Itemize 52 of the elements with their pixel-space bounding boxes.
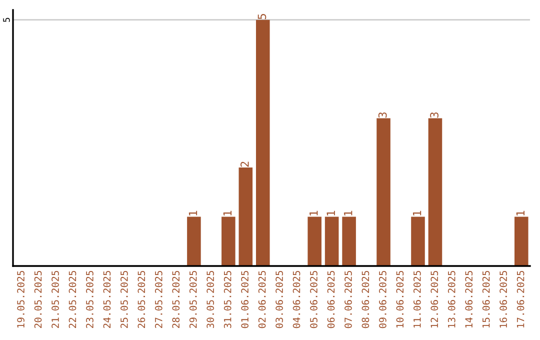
x-tick-label: 12.06.2025 (430, 270, 438, 328)
bar (222, 216, 236, 266)
x-tick-label: 08.06.2025 (362, 270, 370, 328)
bar (308, 216, 322, 266)
data-label: 1 (516, 210, 524, 216)
data-label: 3 (430, 112, 438, 118)
x-tick-label: 29.05.2025 (189, 270, 197, 328)
x-tick-label: 31.05.2025 (224, 270, 232, 328)
x-tick-label: 21.05.2025 (52, 270, 59, 328)
x-tick-label: 04.06.2025 (292, 270, 300, 328)
x-tick-label: 27.05.2025 (154, 270, 162, 328)
bar (428, 118, 442, 266)
data-label: 5 (258, 14, 266, 20)
x-tick-label: 30.05.2025 (206, 270, 214, 328)
x-tick-label: 11.06.2025 (413, 270, 421, 328)
x-tick-label: 16.06.2025 (500, 270, 507, 328)
x-tick-label: 28.05.2025 (172, 270, 180, 328)
x-tick-label: 01.06.2025 (241, 270, 248, 328)
data-label: 2 (240, 162, 249, 167)
x-tick-label: 06.06.2025 (327, 270, 335, 328)
x-tick-label: 24.05.2025 (103, 270, 111, 328)
x-tick-label: 10.06.2025 (396, 270, 404, 328)
data-label: 3 (378, 112, 387, 118)
x-tick-label: 09.06.2025 (379, 270, 386, 328)
x-tick-label: 14.06.2025 (465, 270, 473, 328)
x-tick-label: 19.05.2025 (17, 270, 24, 328)
bar (411, 216, 425, 266)
data-label: 1 (188, 210, 198, 216)
x-tick-label: 25.05.2025 (120, 270, 128, 328)
data-label: 1 (344, 210, 352, 216)
data-label: 1 (412, 210, 422, 216)
x-tick-label: 23.05.2025 (86, 270, 94, 328)
bar (342, 216, 356, 266)
data-label: 1 (326, 210, 335, 216)
bar (187, 216, 201, 266)
bar (324, 216, 339, 266)
x-tick-label: 02.06.2025 (258, 270, 266, 328)
x-tick-label: 20.05.2025 (34, 270, 42, 328)
bar (256, 20, 270, 266)
x-tick-label: 05.06.2025 (310, 270, 318, 328)
x-tick-label: 15.06.2025 (482, 270, 490, 328)
bar (238, 168, 253, 266)
x-tick-label: 13.06.2025 (448, 270, 456, 328)
bar (376, 118, 390, 266)
x-tick-label: 22.05.2025 (68, 270, 76, 328)
bar (514, 216, 528, 266)
data-label: 1 (310, 210, 318, 216)
x-tick-label: 03.06.2025 (276, 270, 283, 328)
x-tick-label: 07.06.2025 (344, 270, 352, 328)
x-tick-label: 17.06.2025 (516, 270, 524, 328)
data-label: 1 (223, 210, 232, 216)
x-tick-label: 26.05.2025 (138, 270, 146, 328)
